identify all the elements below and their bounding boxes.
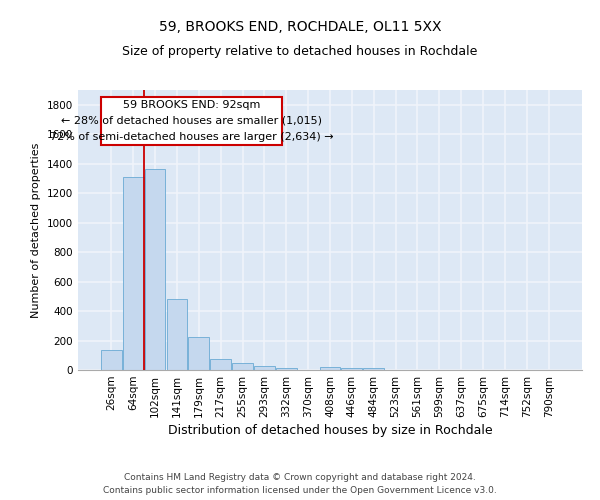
Text: Contains HM Land Registry data © Crown copyright and database right 2024.: Contains HM Land Registry data © Crown c… xyxy=(124,474,476,482)
Bar xyxy=(101,98,282,144)
Text: Size of property relative to detached houses in Rochdale: Size of property relative to detached ho… xyxy=(122,45,478,58)
Bar xyxy=(232,364,253,370)
Bar xyxy=(341,368,362,370)
Text: 59, BROOKS END, ROCHDALE, OL11 5XX: 59, BROOKS END, ROCHDALE, OL11 5XX xyxy=(159,20,441,34)
X-axis label: Distribution of detached houses by size in Rochdale: Distribution of detached houses by size … xyxy=(167,424,493,437)
Bar xyxy=(145,169,166,370)
Y-axis label: Number of detached properties: Number of detached properties xyxy=(31,142,41,318)
Bar xyxy=(276,368,296,370)
Text: 59 BROOKS END: 92sqm
← 28% of detached houses are smaller (1,015)
72% of semi-de: 59 BROOKS END: 92sqm ← 28% of detached h… xyxy=(50,100,334,141)
Bar xyxy=(188,337,209,370)
Text: Contains public sector information licensed under the Open Government Licence v3: Contains public sector information licen… xyxy=(103,486,497,495)
Bar xyxy=(123,177,143,370)
Bar xyxy=(254,366,275,370)
Bar xyxy=(167,298,187,370)
Bar xyxy=(320,367,340,370)
Bar xyxy=(364,368,384,370)
Bar xyxy=(101,350,122,370)
Bar xyxy=(210,359,231,370)
